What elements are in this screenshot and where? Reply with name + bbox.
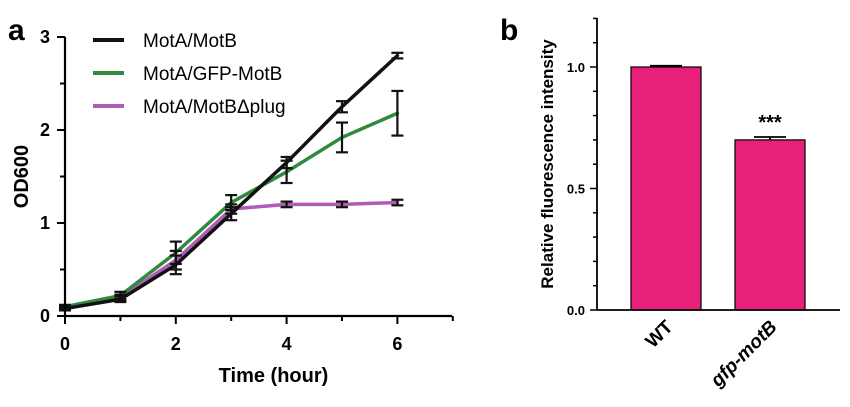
y-tick-label: 1 xyxy=(40,213,50,233)
series-line-0 xyxy=(63,53,400,311)
panel-a-ticks: 0 2 4 6 0 1 2 3 xyxy=(40,27,454,354)
y-tick-label: 0.5 xyxy=(567,182,585,197)
panel-b-y-axis-title: Relative fluorescence intensity xyxy=(538,39,557,289)
panel-b-bars xyxy=(630,64,806,311)
panel-b-annotations: *** xyxy=(758,112,782,134)
legend-entry: MotA/MotBΔplug xyxy=(93,97,286,118)
legend-entry: MotA/MotB xyxy=(93,31,237,52)
legend-label: MotA/GFP-MotB xyxy=(143,64,282,85)
y-tick-label: 0.0 xyxy=(567,303,585,318)
panel-a-y-axis-title: OD600 xyxy=(11,145,33,208)
legend-label: MotA/MotBΔplug xyxy=(143,97,286,118)
panel-a-series-lines xyxy=(63,53,400,311)
bar-WT xyxy=(630,66,702,311)
panel-b-bar-chart: b 0.0 0.5 1.0 Relative fluorescence intens… xyxy=(500,14,840,392)
panel-a-label: a xyxy=(8,14,25,47)
error-bar xyxy=(336,100,348,114)
legend-entry: MotA/GFP-MotB xyxy=(93,64,282,85)
error-bar xyxy=(391,51,404,60)
panel-a-legend: MotA/MotB MotA/GFP-MotB MotA/MotBΔplug xyxy=(93,31,286,118)
error-bar xyxy=(336,121,348,154)
error-bar xyxy=(391,198,404,207)
bar-error-bar xyxy=(650,64,682,67)
y-tick-label: 2 xyxy=(40,120,50,140)
x-tick-label: 0 xyxy=(60,334,70,354)
category-label: WT xyxy=(642,316,678,352)
error-bar xyxy=(225,203,238,215)
category-label: gfp-motB xyxy=(706,316,781,391)
error-bar xyxy=(169,249,182,271)
bar-error-bar xyxy=(754,136,786,140)
panel-b-category-labels: WT gfp-motB xyxy=(642,316,782,392)
y-tick-label: 0 xyxy=(40,306,50,326)
y-tick-label: 1.0 xyxy=(567,60,585,75)
panel-a-error-bars xyxy=(59,51,404,312)
error-bar xyxy=(336,200,348,209)
error-bar xyxy=(114,293,127,302)
error-bar xyxy=(280,200,293,209)
panel-b-label: b xyxy=(500,14,518,47)
y-tick-label: 3 xyxy=(40,27,50,47)
bar-gfp-motB xyxy=(734,139,806,311)
error-bar xyxy=(391,89,404,137)
significance-annotation: *** xyxy=(758,112,782,134)
panel-a-x-axis-title: Time (hour) xyxy=(219,365,329,387)
error-bar xyxy=(280,159,293,185)
legend-label: MotA/MotB xyxy=(143,31,237,52)
x-tick-label: 2 xyxy=(171,334,181,354)
x-tick-label: 4 xyxy=(282,334,292,354)
x-tick-label: 6 xyxy=(392,334,402,354)
panel-b-ticks: 0.0 0.5 1.0 xyxy=(567,17,597,318)
